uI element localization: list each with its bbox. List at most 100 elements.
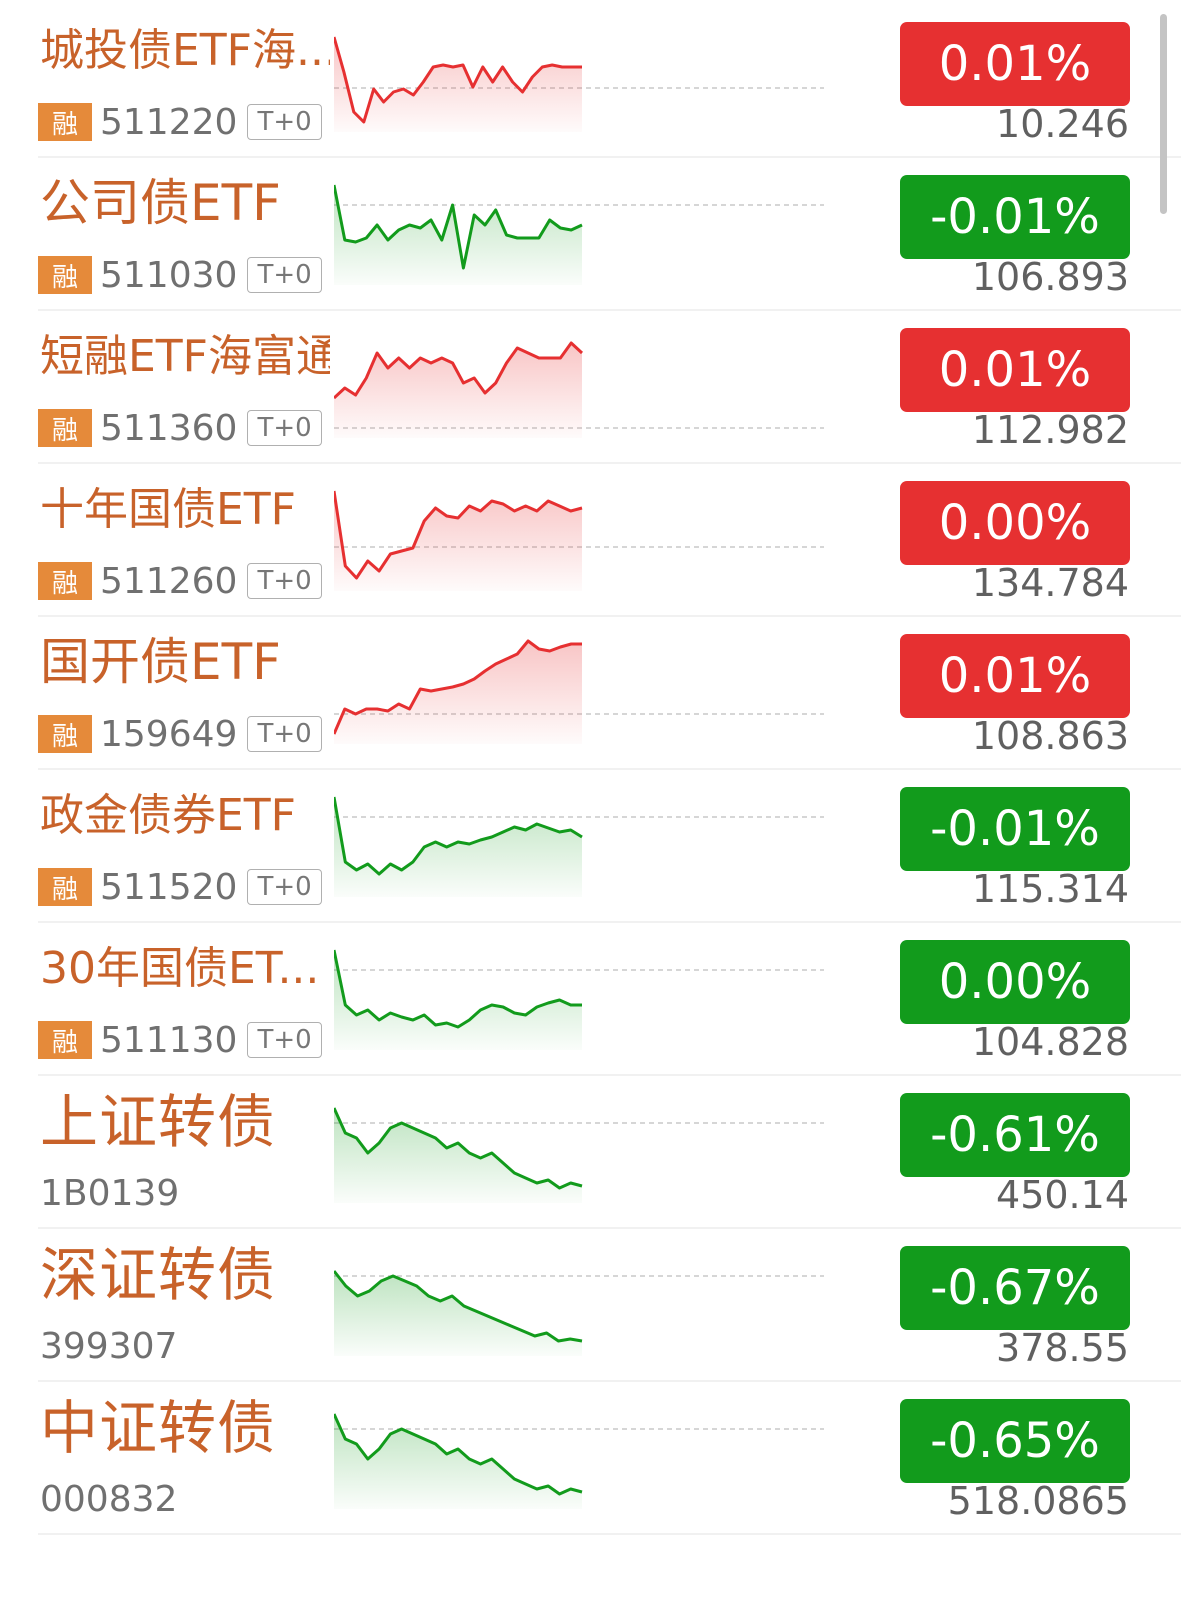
fund-meta: 融 159649 T+0 <box>38 713 322 755</box>
margin-badge: 融 <box>38 1021 92 1059</box>
sparkline-chart <box>334 184 824 285</box>
margin-badge: 融 <box>38 256 92 294</box>
trade-rule-tag: T+0 <box>247 716 322 752</box>
last-price: 450.14 <box>996 1173 1129 1217</box>
sparkline-area <box>334 1414 582 1509</box>
fund-name: 30年国债ET... <box>40 944 320 994</box>
change-percent-badge[interactable]: 0.00% <box>900 940 1130 1024</box>
sparkline-chart <box>334 341 824 438</box>
row-divider <box>38 1227 1181 1229</box>
fund-meta: 融 511220 T+0 <box>38 101 322 143</box>
change-percent-badge[interactable]: 0.01% <box>900 634 1130 718</box>
fund-code: 511030 <box>100 254 238 296</box>
row-divider <box>38 1074 1181 1076</box>
sparkline-line <box>334 490 583 580</box>
fund-code: 511520 <box>100 866 238 908</box>
margin-badge: 融 <box>38 103 92 141</box>
fund-name: 城投债ETF海... <box>40 26 330 76</box>
sparkline-line <box>334 796 583 876</box>
sparkline-area <box>334 343 582 438</box>
row-divider <box>38 156 1181 158</box>
quote-row[interactable]: 30年国债ET... 融 511130 T+0 0.00% 104.828 <box>0 918 1181 1076</box>
row-divider <box>38 921 1181 923</box>
fund-meta: 399307 <box>38 1325 187 1367</box>
quote-row[interactable]: 城投债ETF海... 融 511220 T+0 0.01% 10.246 <box>0 0 1181 158</box>
fund-meta: 融 511360 T+0 <box>38 407 322 449</box>
sparkline-line <box>334 1107 583 1190</box>
last-price: 112.982 <box>971 408 1129 452</box>
trade-rule-tag: T+0 <box>247 104 322 140</box>
sparkline-chart <box>334 1413 824 1509</box>
row-divider <box>38 768 1181 770</box>
row-divider <box>38 1380 1181 1382</box>
change-percent-badge[interactable]: 0.01% <box>900 328 1130 412</box>
sparkline-chart <box>334 639 824 744</box>
quote-row[interactable]: 中证转债 000832 -0.65% 518.0865 <box>0 1377 1181 1535</box>
fund-code: 1B0139 <box>40 1172 180 1214</box>
sparkline-area <box>334 491 582 591</box>
last-price: 106.893 <box>971 255 1129 299</box>
fund-meta: 000832 <box>38 1479 187 1520</box>
sparkline-line <box>334 184 583 270</box>
quote-row[interactable]: 公司债ETF 融 511030 T+0 -0.01% 106.893 <box>0 153 1181 311</box>
row-divider <box>38 462 1181 464</box>
sparkline-line <box>334 1270 583 1343</box>
sparkline-area <box>334 797 582 897</box>
trade-rule-tag: T+0 <box>247 257 322 293</box>
fund-code: 399307 <box>40 1325 178 1367</box>
sparkline-line <box>334 36 582 124</box>
last-price: 115.314 <box>971 867 1129 911</box>
row-divider <box>38 615 1181 617</box>
sparkline-line <box>334 341 584 400</box>
sparkline-line <box>334 639 582 735</box>
sparkline-area <box>334 1108 582 1203</box>
trade-rule-tag: T+0 <box>247 1022 322 1058</box>
fund-name: 政金债券ETF <box>40 791 296 841</box>
quote-row[interactable]: 深证转债 399307 -0.67% 378.55 <box>0 1224 1181 1382</box>
change-percent-badge[interactable]: -0.61% <box>900 1093 1130 1177</box>
sparkline-chart <box>334 1270 824 1356</box>
change-percent-badge[interactable]: -0.01% <box>900 175 1130 259</box>
quote-row[interactable]: 国开债ETF 融 159649 T+0 0.01% 108.863 <box>0 612 1181 770</box>
fund-name: 短融ETF海富通 <box>40 332 330 382</box>
quote-row[interactable]: 上证转债 1B0139 -0.61% 450.14 <box>0 1071 1181 1229</box>
sparkline-line <box>334 1413 583 1496</box>
quote-row[interactable]: 政金债券ETF 融 511520 T+0 -0.01% 115.314 <box>0 765 1181 923</box>
sparkline-chart <box>334 36 824 132</box>
trade-rule-tag: T+0 <box>247 869 322 905</box>
last-price: 104.828 <box>971 1020 1129 1064</box>
fund-meta: 融 511030 T+0 <box>38 254 322 296</box>
quote-row[interactable]: 短融ETF海富通融 511360 T+0 0.01% 112.982 <box>0 306 1181 464</box>
fund-meta: 融 511130 T+0 <box>38 1020 322 1061</box>
sparkline-chart <box>334 949 824 1050</box>
sparkline-chart <box>334 1107 824 1203</box>
fund-name: 中证转债 <box>40 1395 277 1462</box>
quote-row[interactable]: 十年国债ETF 融 511260 T+0 0.00% 134.784 <box>0 459 1181 617</box>
sparkline-chart <box>334 796 824 897</box>
sparkline-line <box>334 949 582 1029</box>
fund-name: 国开债ETF <box>40 634 281 691</box>
change-percent-badge[interactable]: 0.01% <box>900 22 1130 106</box>
fund-name: 上证转债 <box>40 1089 277 1156</box>
fund-code: 511220 <box>100 101 238 143</box>
change-percent-badge[interactable]: 0.00% <box>900 481 1130 565</box>
margin-badge: 融 <box>38 562 92 600</box>
fund-code: 511360 <box>100 407 238 449</box>
trade-rule-tag: T+0 <box>247 563 322 599</box>
change-percent-badge[interactable]: -0.65% <box>900 1399 1130 1483</box>
sparkline-area <box>334 185 582 285</box>
row-divider <box>38 1533 1181 1535</box>
scrollbar[interactable] <box>1160 14 1167 214</box>
sparkline-area <box>334 1271 582 1356</box>
margin-badge: 融 <box>38 868 92 906</box>
fund-meta: 1B0139 <box>38 1172 189 1214</box>
row-divider <box>38 309 1181 311</box>
fund-code: 511260 <box>100 560 238 602</box>
change-percent-badge[interactable]: -0.01% <box>900 787 1130 871</box>
change-percent-badge[interactable]: -0.67% <box>900 1246 1130 1330</box>
last-price: 134.784 <box>971 561 1129 605</box>
fund-code: 159649 <box>100 713 238 755</box>
last-price: 518.0865 <box>947 1479 1129 1523</box>
last-price: 378.55 <box>996 1326 1129 1370</box>
fund-name: 深证转债 <box>40 1242 277 1309</box>
